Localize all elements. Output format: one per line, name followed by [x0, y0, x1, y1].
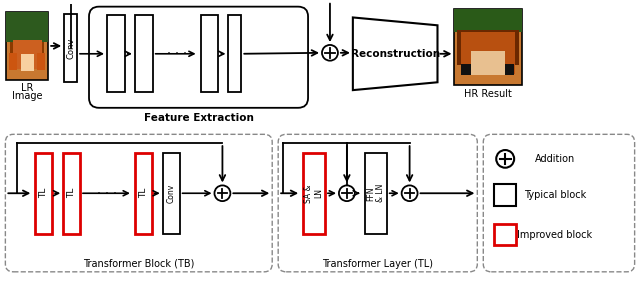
Text: Image: Image [12, 91, 42, 101]
Text: · · ·: · · · [166, 47, 187, 60]
Bar [228, 15, 241, 92]
Text: Improved block: Improved block [517, 229, 593, 239]
Bar [461, 32, 515, 74]
Text: Conv: Conv [166, 184, 175, 203]
Circle shape [402, 186, 417, 201]
Bar [37, 53, 45, 70]
Bar [163, 153, 180, 233]
Bar [494, 224, 516, 245]
Bar [458, 30, 519, 64]
Text: TL: TL [39, 188, 48, 198]
Text: FFN
& LN: FFN & LN [366, 184, 385, 202]
Text: Feature Extraction: Feature Extraction [143, 113, 253, 123]
Text: TB: TB [205, 48, 214, 60]
Text: Transformer Layer (TL): Transformer Layer (TL) [323, 259, 433, 269]
Bar [64, 13, 77, 82]
FancyBboxPatch shape [5, 134, 272, 272]
Text: Conv: Conv [230, 43, 239, 64]
Bar [13, 40, 42, 69]
Bar [461, 64, 471, 75]
Bar [21, 54, 33, 71]
Bar [365, 153, 387, 233]
FancyBboxPatch shape [99, 17, 298, 98]
Bar [10, 53, 17, 70]
Bar [107, 15, 125, 92]
Polygon shape [353, 17, 438, 90]
Bar [303, 153, 325, 233]
Text: TB: TB [140, 48, 148, 60]
Text: TL: TL [139, 188, 148, 198]
Text: HR Result: HR Result [465, 89, 512, 99]
Text: · · ·: · · · [97, 187, 117, 200]
Text: Reconstruction: Reconstruction [351, 49, 440, 59]
Text: LR: LR [21, 83, 33, 93]
Bar [135, 153, 152, 233]
Bar [135, 15, 153, 92]
Bar [6, 12, 48, 80]
FancyBboxPatch shape [483, 134, 635, 272]
Bar [454, 9, 522, 32]
Bar [494, 184, 516, 206]
Bar [63, 153, 80, 233]
Bar [10, 42, 44, 67]
Circle shape [339, 186, 355, 201]
Text: Addition: Addition [535, 154, 575, 164]
FancyBboxPatch shape [89, 7, 308, 108]
Bar [200, 15, 218, 92]
Text: Conv: Conv [66, 37, 75, 59]
Text: Transformer Block (TB): Transformer Block (TB) [83, 259, 195, 269]
Circle shape [214, 186, 230, 201]
Bar [471, 51, 505, 75]
Bar [35, 153, 52, 233]
Text: TL: TL [67, 188, 76, 198]
FancyBboxPatch shape [278, 134, 477, 272]
FancyBboxPatch shape [94, 12, 303, 103]
Bar [6, 12, 48, 42]
Bar [505, 64, 514, 75]
Bar [454, 9, 522, 85]
Circle shape [496, 150, 514, 168]
Text: Typical block: Typical block [524, 190, 586, 200]
Circle shape [322, 45, 338, 61]
Text: TB: TB [111, 48, 120, 60]
Text: SA &
LN: SA & LN [305, 184, 324, 203]
